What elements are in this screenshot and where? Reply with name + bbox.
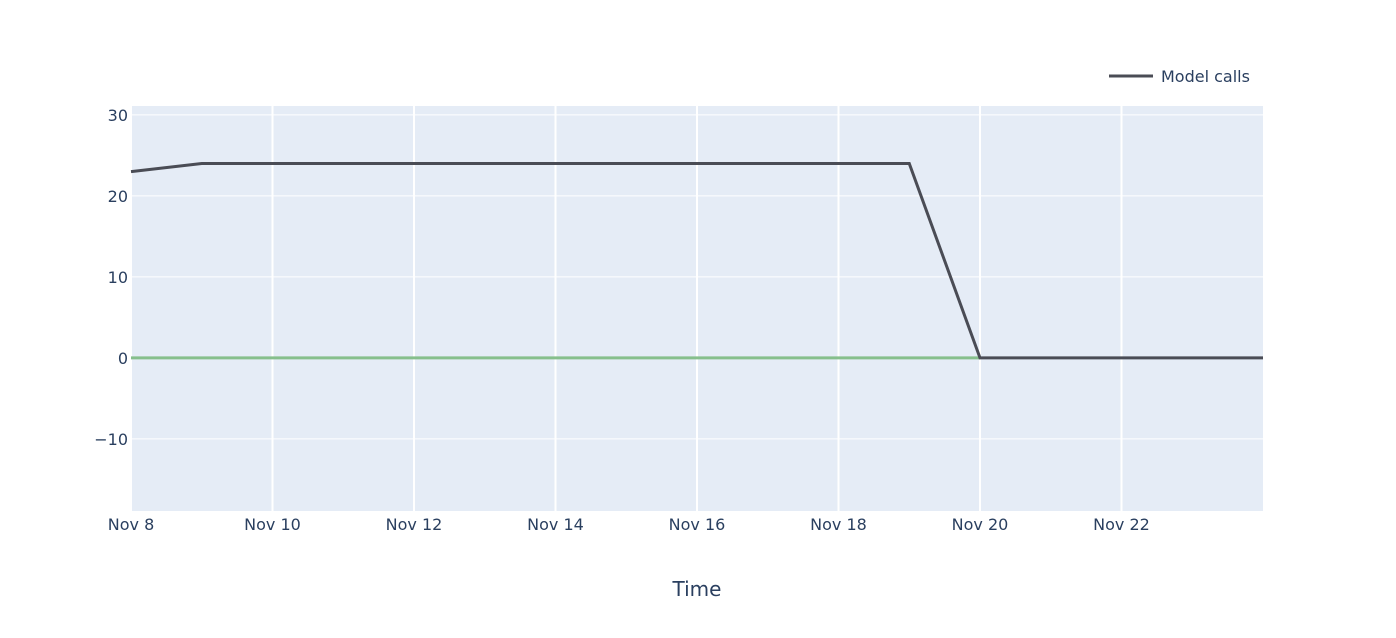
x-tick-label: Nov 22 [1093, 515, 1150, 534]
legend-label: Model calls [1161, 67, 1250, 86]
x-tick-label: Nov 14 [527, 515, 584, 534]
y-tick-label: 30 [108, 106, 128, 125]
y-tick-label: 10 [108, 268, 128, 287]
x-axis: Nov 8 Nov 10 Nov 12 Nov 14 Nov 16 Nov 18 Nov 2… [108, 515, 1150, 534]
series-group [130, 162, 1263, 360]
x-tick-label: Nov 12 [386, 515, 443, 534]
x-axis-title: Time [672, 577, 722, 601]
grid-lines [130, 106, 1263, 511]
legend-item[interactable]: Model calls [1109, 67, 1250, 86]
x-tick-label: Nov 16 [669, 515, 726, 534]
x-tick-label: Nov 8 [108, 515, 155, 534]
x-tick-label: Nov 10 [244, 515, 301, 534]
y-tick-label: 0 [118, 349, 128, 368]
x-tick-label: Nov 20 [952, 515, 1009, 534]
y-tick-label: 20 [108, 187, 128, 206]
legend[interactable]: Model calls [1109, 67, 1250, 86]
series-line-model-calls [130, 162, 1263, 360]
x-tick-label: Nov 18 [810, 515, 867, 534]
y-axis: 30 20 10 0 −10 [94, 106, 128, 449]
y-tick-label: −10 [94, 430, 128, 449]
